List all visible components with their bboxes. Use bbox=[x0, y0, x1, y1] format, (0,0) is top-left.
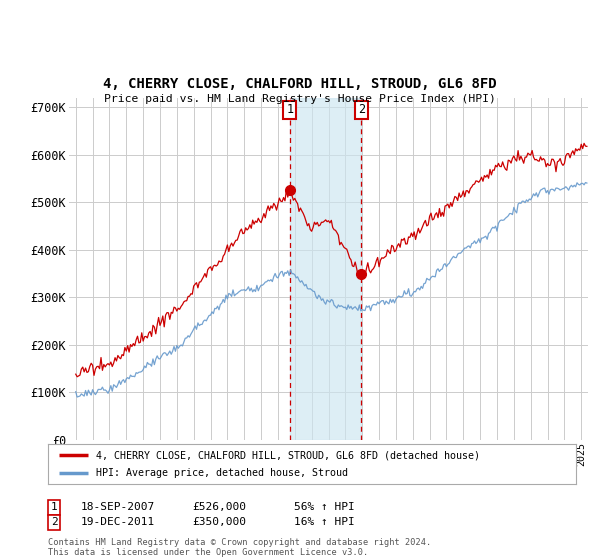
Text: 4, CHERRY CLOSE, CHALFORD HILL, STROUD, GL6 8FD: 4, CHERRY CLOSE, CHALFORD HILL, STROUD, … bbox=[103, 77, 497, 91]
Text: Price paid vs. HM Land Registry's House Price Index (HPI): Price paid vs. HM Land Registry's House … bbox=[104, 94, 496, 104]
Text: Contains HM Land Registry data © Crown copyright and database right 2024.
This d: Contains HM Land Registry data © Crown c… bbox=[48, 538, 431, 557]
Text: 19-DEC-2011: 19-DEC-2011 bbox=[81, 517, 155, 528]
Text: £526,000: £526,000 bbox=[192, 502, 246, 512]
Text: 2: 2 bbox=[358, 104, 365, 116]
Text: 2: 2 bbox=[50, 517, 58, 528]
Text: 16% ↑ HPI: 16% ↑ HPI bbox=[294, 517, 355, 528]
Text: 56% ↑ HPI: 56% ↑ HPI bbox=[294, 502, 355, 512]
Text: 4, CHERRY CLOSE, CHALFORD HILL, STROUD, GL6 8FD (detached house): 4, CHERRY CLOSE, CHALFORD HILL, STROUD, … bbox=[95, 450, 479, 460]
Bar bbox=[290, 98, 361, 440]
Text: 1: 1 bbox=[50, 502, 58, 512]
Text: £350,000: £350,000 bbox=[192, 517, 246, 528]
Text: HPI: Average price, detached house, Stroud: HPI: Average price, detached house, Stro… bbox=[95, 468, 347, 478]
Text: 18-SEP-2007: 18-SEP-2007 bbox=[81, 502, 155, 512]
Text: 1: 1 bbox=[286, 104, 293, 116]
